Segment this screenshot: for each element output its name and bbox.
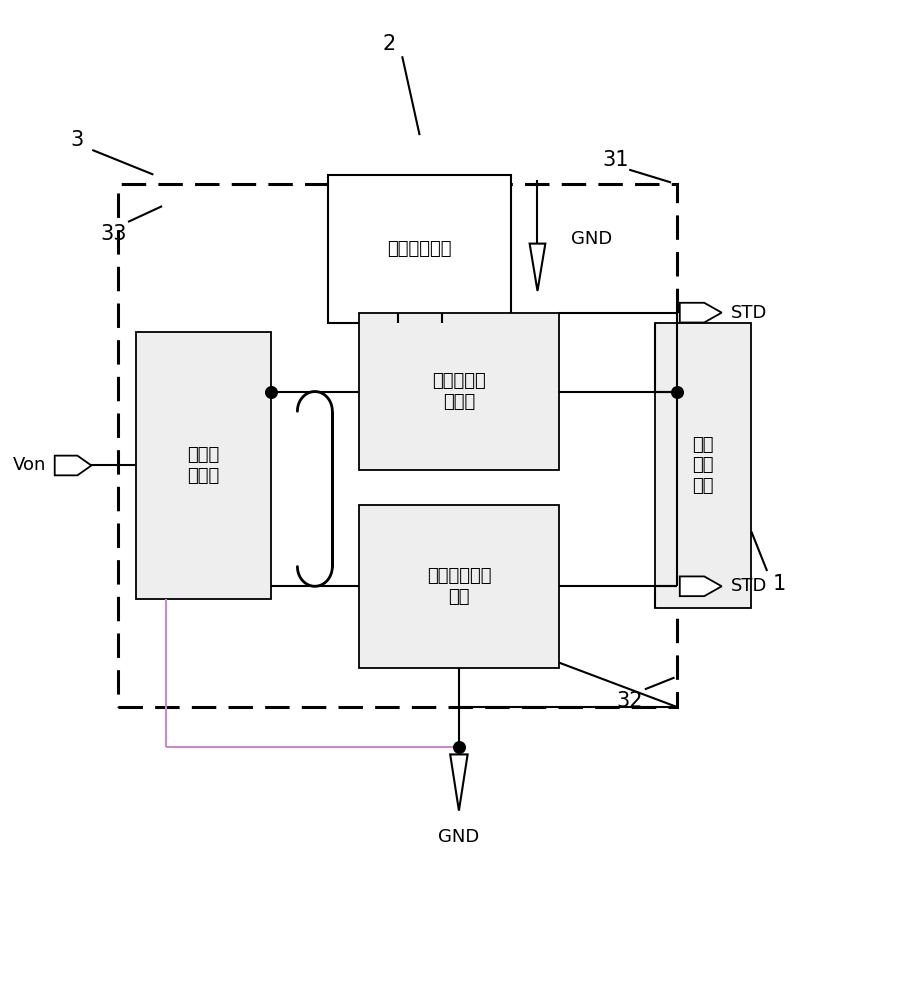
Polygon shape — [530, 244, 545, 291]
Text: 时钟控制模块: 时钟控制模块 — [387, 240, 452, 258]
Text: 1: 1 — [772, 574, 786, 594]
Text: STD: STD — [730, 577, 767, 595]
Bar — [328, 175, 511, 322]
Point — [264, 384, 278, 400]
Text: GND: GND — [570, 230, 612, 248]
Polygon shape — [55, 456, 92, 475]
Text: STD: STD — [730, 304, 767, 322]
Polygon shape — [680, 303, 722, 322]
Text: 33: 33 — [100, 224, 127, 244]
Bar — [136, 332, 271, 599]
Text: 3: 3 — [71, 130, 84, 150]
Text: 削角深度控制
单元: 削角深度控制 单元 — [427, 567, 491, 606]
Point — [452, 739, 466, 755]
Bar — [358, 505, 559, 668]
Bar — [119, 184, 677, 707]
Polygon shape — [450, 754, 468, 811]
Polygon shape — [680, 576, 722, 596]
Text: 电压
生成
模块: 电压 生成 模块 — [692, 436, 714, 495]
Point — [670, 384, 684, 400]
Text: Von: Von — [13, 456, 46, 474]
Text: 32: 32 — [616, 691, 642, 711]
Text: GND: GND — [438, 828, 480, 846]
Bar — [358, 313, 559, 470]
Text: 2: 2 — [383, 34, 396, 54]
Text: 削角时间控
制单元: 削角时间控 制单元 — [432, 372, 486, 411]
Bar — [656, 323, 752, 608]
Text: 输出控
制单元: 输出控 制单元 — [188, 446, 220, 485]
Text: 31: 31 — [602, 150, 629, 170]
